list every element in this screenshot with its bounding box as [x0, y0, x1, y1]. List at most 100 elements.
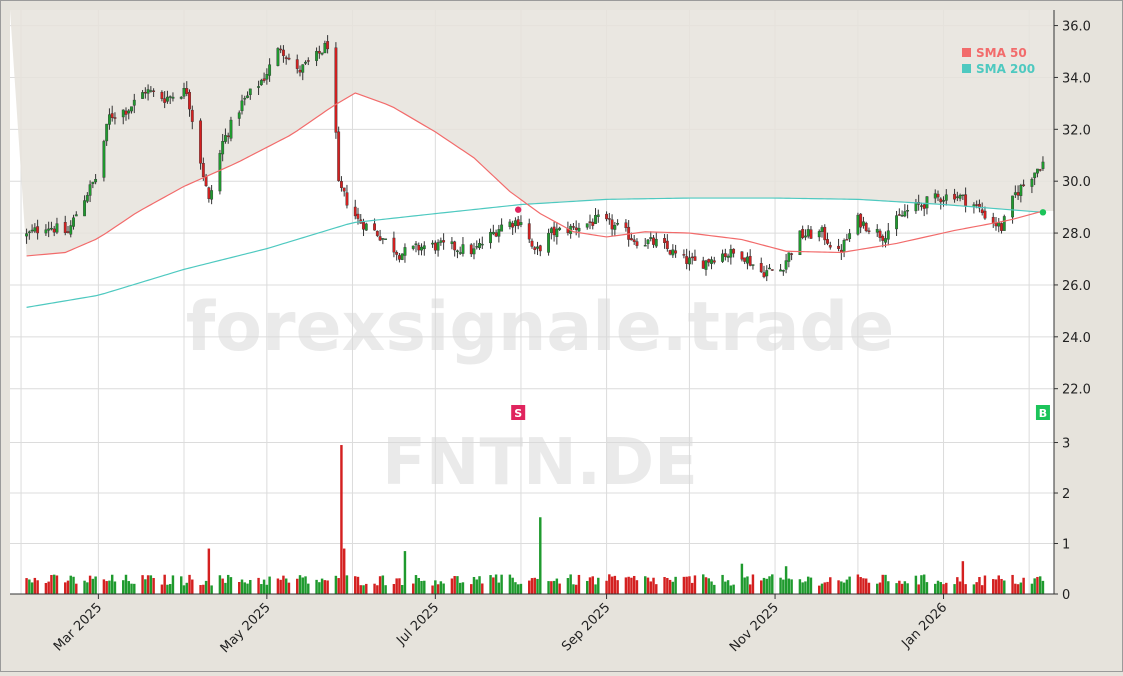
candle-body	[356, 213, 360, 219]
volume-bar	[163, 574, 166, 594]
volume-bar	[1011, 574, 1014, 594]
candle-body	[304, 61, 307, 64]
volume-bar	[820, 583, 824, 594]
volume-bar	[431, 585, 434, 594]
candle-body	[102, 141, 106, 178]
candle-body	[317, 50, 321, 54]
candle-body	[259, 80, 263, 86]
candle-body	[547, 232, 550, 253]
candle-body	[105, 123, 109, 142]
volume-bar	[144, 579, 147, 594]
candle-body	[108, 114, 111, 125]
candle-body	[555, 228, 559, 237]
volume-bar	[635, 580, 639, 594]
volume-bar	[558, 583, 561, 594]
volume-bar	[356, 576, 360, 594]
candle-body	[171, 96, 175, 99]
candle-body	[514, 220, 517, 227]
volume-bar	[354, 576, 357, 594]
volume-bar	[710, 581, 713, 594]
candle-body	[210, 190, 214, 200]
volume-bar	[122, 580, 125, 594]
candle-body	[1036, 168, 1039, 174]
volume-bar	[320, 578, 324, 594]
candle-body	[364, 223, 368, 231]
candle-body	[823, 226, 827, 241]
volume-bar	[953, 584, 956, 594]
price-tick-label: 26.0	[1062, 279, 1091, 294]
volume-bar	[837, 580, 840, 594]
candle-body	[759, 263, 763, 273]
candle-body	[845, 239, 849, 241]
candle-body	[732, 248, 736, 254]
volume-bar	[804, 581, 807, 594]
volume-bar	[47, 581, 50, 594]
volume-bar	[420, 580, 423, 594]
candle-body	[1030, 179, 1034, 187]
candle-body	[922, 204, 926, 209]
volume-bar	[260, 584, 263, 594]
volume-bar	[301, 577, 304, 594]
volume-bar	[262, 579, 266, 594]
candle-body	[646, 239, 650, 245]
candle-body	[701, 260, 705, 269]
candle-body	[298, 69, 302, 73]
candle-body	[685, 256, 689, 264]
volume-bar	[257, 577, 260, 594]
volume-bar	[864, 578, 868, 594]
volume-bar	[246, 583, 249, 594]
volume-bar	[105, 581, 108, 594]
candle-body	[403, 247, 407, 256]
volume-bar	[94, 576, 97, 594]
volume-bar	[221, 578, 224, 594]
volume-bar	[760, 580, 763, 594]
candle-body	[668, 250, 672, 255]
volume-bar	[1041, 580, 1045, 594]
volume-bar	[442, 583, 445, 594]
volume-bar	[964, 584, 967, 594]
candle-body	[163, 98, 167, 103]
candle-body	[958, 194, 962, 199]
candle-body	[712, 260, 716, 263]
volume-bar	[588, 577, 592, 594]
candle-body	[36, 226, 40, 234]
candle-body	[315, 50, 318, 61]
volume-bar	[152, 577, 155, 594]
price-tick-label: 24.0	[1062, 331, 1091, 346]
volume-bar	[859, 577, 862, 594]
candle-body	[478, 243, 481, 249]
candle-body	[881, 235, 885, 241]
volume-bar	[765, 578, 768, 594]
volume-bar	[1038, 576, 1042, 594]
volume-bar	[895, 583, 898, 594]
candle-body	[519, 222, 523, 225]
volume-bar	[528, 580, 531, 594]
candle-body	[613, 225, 617, 230]
candle-body	[500, 224, 504, 232]
candle-body	[939, 198, 943, 203]
candle-body	[268, 64, 272, 76]
volume-bar	[265, 584, 269, 594]
candle-body	[690, 256, 694, 259]
candle-body	[132, 99, 136, 106]
volume-bar	[942, 584, 945, 594]
candle-body	[770, 269, 774, 271]
volume-bar	[994, 579, 998, 594]
volume-bar	[594, 584, 597, 594]
volume-bar	[240, 579, 244, 594]
candle-body	[842, 240, 846, 253]
candle-body	[806, 229, 810, 237]
candle-body	[226, 135, 230, 137]
volume-bar	[199, 585, 202, 594]
volume-bar	[668, 579, 672, 594]
candle-body	[207, 187, 211, 199]
candle-body	[400, 253, 404, 260]
candle-body	[74, 214, 78, 217]
candle-body	[1016, 192, 1020, 196]
volume-bar	[188, 574, 191, 594]
volume-bar	[533, 577, 536, 594]
candle-body	[533, 247, 537, 250]
volume-bar	[732, 584, 735, 594]
volume-bar	[771, 574, 774, 594]
buy-signal-dot	[1039, 209, 1047, 216]
